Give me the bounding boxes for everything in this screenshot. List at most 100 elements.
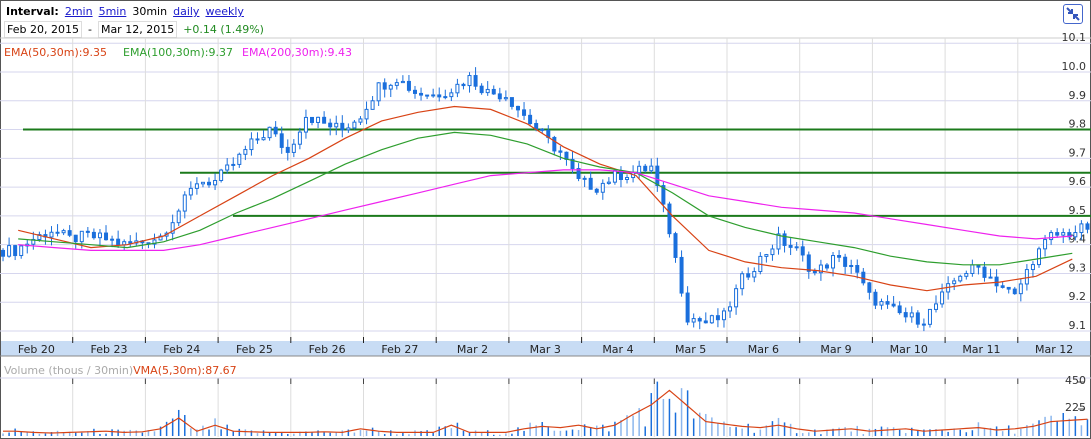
candle (776, 233, 781, 250)
y-tick-label: 9.9 (1069, 89, 1087, 102)
y-tick-label: 10.0 (1062, 60, 1087, 73)
candle (419, 92, 424, 96)
interval-selector: Interval: 2min 5min 30min daily weekly (6, 5, 244, 18)
candle (788, 244, 793, 248)
candle (552, 136, 557, 152)
candle (158, 235, 163, 241)
date-separator: - (87, 23, 92, 36)
interval-weekly[interactable]: weekly (205, 5, 244, 18)
candle (19, 245, 24, 257)
candle (837, 255, 842, 258)
candle (927, 308, 932, 325)
volume-y-label: 450 (1065, 374, 1086, 387)
ema200-legend: EMA(200,30m):9.43 (242, 46, 352, 59)
candle (455, 83, 460, 94)
candle (831, 255, 836, 269)
candle (734, 288, 739, 308)
candle (97, 232, 102, 239)
candle (431, 94, 436, 97)
candle (364, 108, 369, 120)
candle (879, 301, 884, 306)
candle (903, 312, 908, 318)
candle (849, 265, 854, 268)
candle (600, 182, 605, 193)
x-tick-label: Mar 9 (820, 343, 851, 356)
candle (861, 271, 866, 284)
ema-line (18, 105, 1073, 292)
candle (358, 118, 363, 123)
interval-daily[interactable]: daily (173, 5, 200, 18)
candle (249, 138, 254, 151)
candle (770, 248, 775, 256)
candle (449, 92, 454, 98)
candle (655, 165, 660, 187)
candle (273, 126, 278, 135)
end-date-field[interactable]: Mar 12, 2015 (97, 21, 178, 38)
candle (843, 256, 848, 267)
candle (67, 230, 72, 236)
x-tick-label: Feb 23 (91, 343, 128, 356)
candle (279, 133, 284, 148)
candle (909, 312, 914, 318)
candle (406, 80, 411, 91)
x-tick-label: Feb 24 (163, 343, 200, 356)
y-tick-label: 9.8 (1069, 118, 1087, 131)
candle (824, 264, 829, 269)
candle (316, 116, 321, 123)
candle (1049, 232, 1054, 241)
ema50-legend: EMA(50,30m):9.35 (4, 46, 107, 59)
x-tick-label: Mar 12 (1035, 343, 1073, 356)
candle (915, 312, 920, 325)
x-tick-label: Mar 3 (530, 343, 561, 356)
candle (85, 230, 90, 233)
candle (352, 121, 357, 129)
candle (285, 146, 290, 153)
candle (764, 254, 769, 257)
candle (425, 94, 430, 97)
candle (1012, 288, 1017, 295)
y-tick-label: 9.2 (1069, 290, 1087, 303)
candle (885, 301, 890, 305)
candle (679, 256, 684, 294)
candle (1, 249, 6, 257)
candle (400, 80, 405, 84)
candle (31, 238, 36, 245)
interval-5min[interactable]: 5min (98, 5, 127, 18)
candle (1000, 285, 1005, 288)
candle (79, 230, 84, 243)
candle (194, 183, 199, 189)
candle (728, 306, 733, 312)
candle (806, 254, 811, 272)
candle (952, 280, 957, 285)
candle (1018, 283, 1023, 295)
candle (1024, 269, 1029, 285)
vma-line (3, 389, 1088, 434)
ema-line (18, 131, 1073, 266)
volume-legend: Volume (thous / 30min)VMA(5,30m):87.67 (4, 364, 237, 377)
candle (255, 138, 260, 141)
candle (225, 164, 230, 171)
candle (891, 303, 896, 307)
vma-legend: VMA(5,30m):87.67 (133, 364, 237, 377)
candle (643, 165, 648, 172)
interval-2min[interactable]: 2min (64, 5, 93, 18)
candle (509, 97, 514, 107)
candle (231, 163, 236, 166)
candle (394, 82, 399, 86)
candle (7, 245, 12, 257)
candle (110, 238, 115, 241)
x-tick-label: Mar 6 (748, 343, 779, 356)
candle (691, 318, 696, 323)
candle (515, 105, 520, 111)
candle (782, 233, 787, 246)
candle (667, 203, 672, 235)
candle (382, 82, 387, 90)
candle (703, 320, 708, 324)
candle (558, 150, 563, 153)
candle (1085, 223, 1090, 230)
candle (503, 97, 508, 100)
candle (897, 305, 902, 314)
collapse-arrows-icon[interactable] (1063, 4, 1083, 24)
y-tick-label: 9.6 (1069, 175, 1087, 188)
